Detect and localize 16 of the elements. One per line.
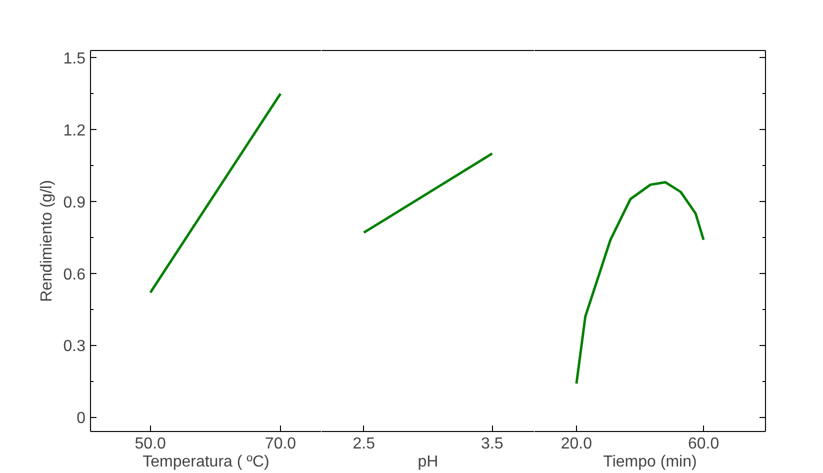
y-tick-label: 0.9 bbox=[63, 194, 86, 212]
x-axis-title: Temperatura ( ºC) bbox=[142, 454, 270, 470]
y-tick-label: 0.3 bbox=[63, 338, 86, 356]
y-tick-label: 1.2 bbox=[63, 122, 86, 140]
x-tick-label: 60.0 bbox=[688, 436, 720, 452]
x-tick-label: 50.0 bbox=[134, 436, 166, 452]
x-tick-label: 3.5 bbox=[481, 436, 504, 452]
y-tick-label: 0 bbox=[76, 410, 86, 428]
x-tick-label: 70.0 bbox=[264, 436, 296, 452]
x-tick-label: 2.5 bbox=[352, 436, 376, 452]
x-axis-title: Tiempo (min) bbox=[603, 454, 697, 470]
x-axis-title: pH bbox=[418, 454, 438, 470]
y-tick-label: 0.6 bbox=[63, 266, 86, 284]
x-tick-label: 20.0 bbox=[560, 436, 592, 452]
y-axis-title: Rendimiento (g/l) bbox=[38, 180, 56, 302]
y-tick-label: 1.5 bbox=[63, 50, 86, 68]
